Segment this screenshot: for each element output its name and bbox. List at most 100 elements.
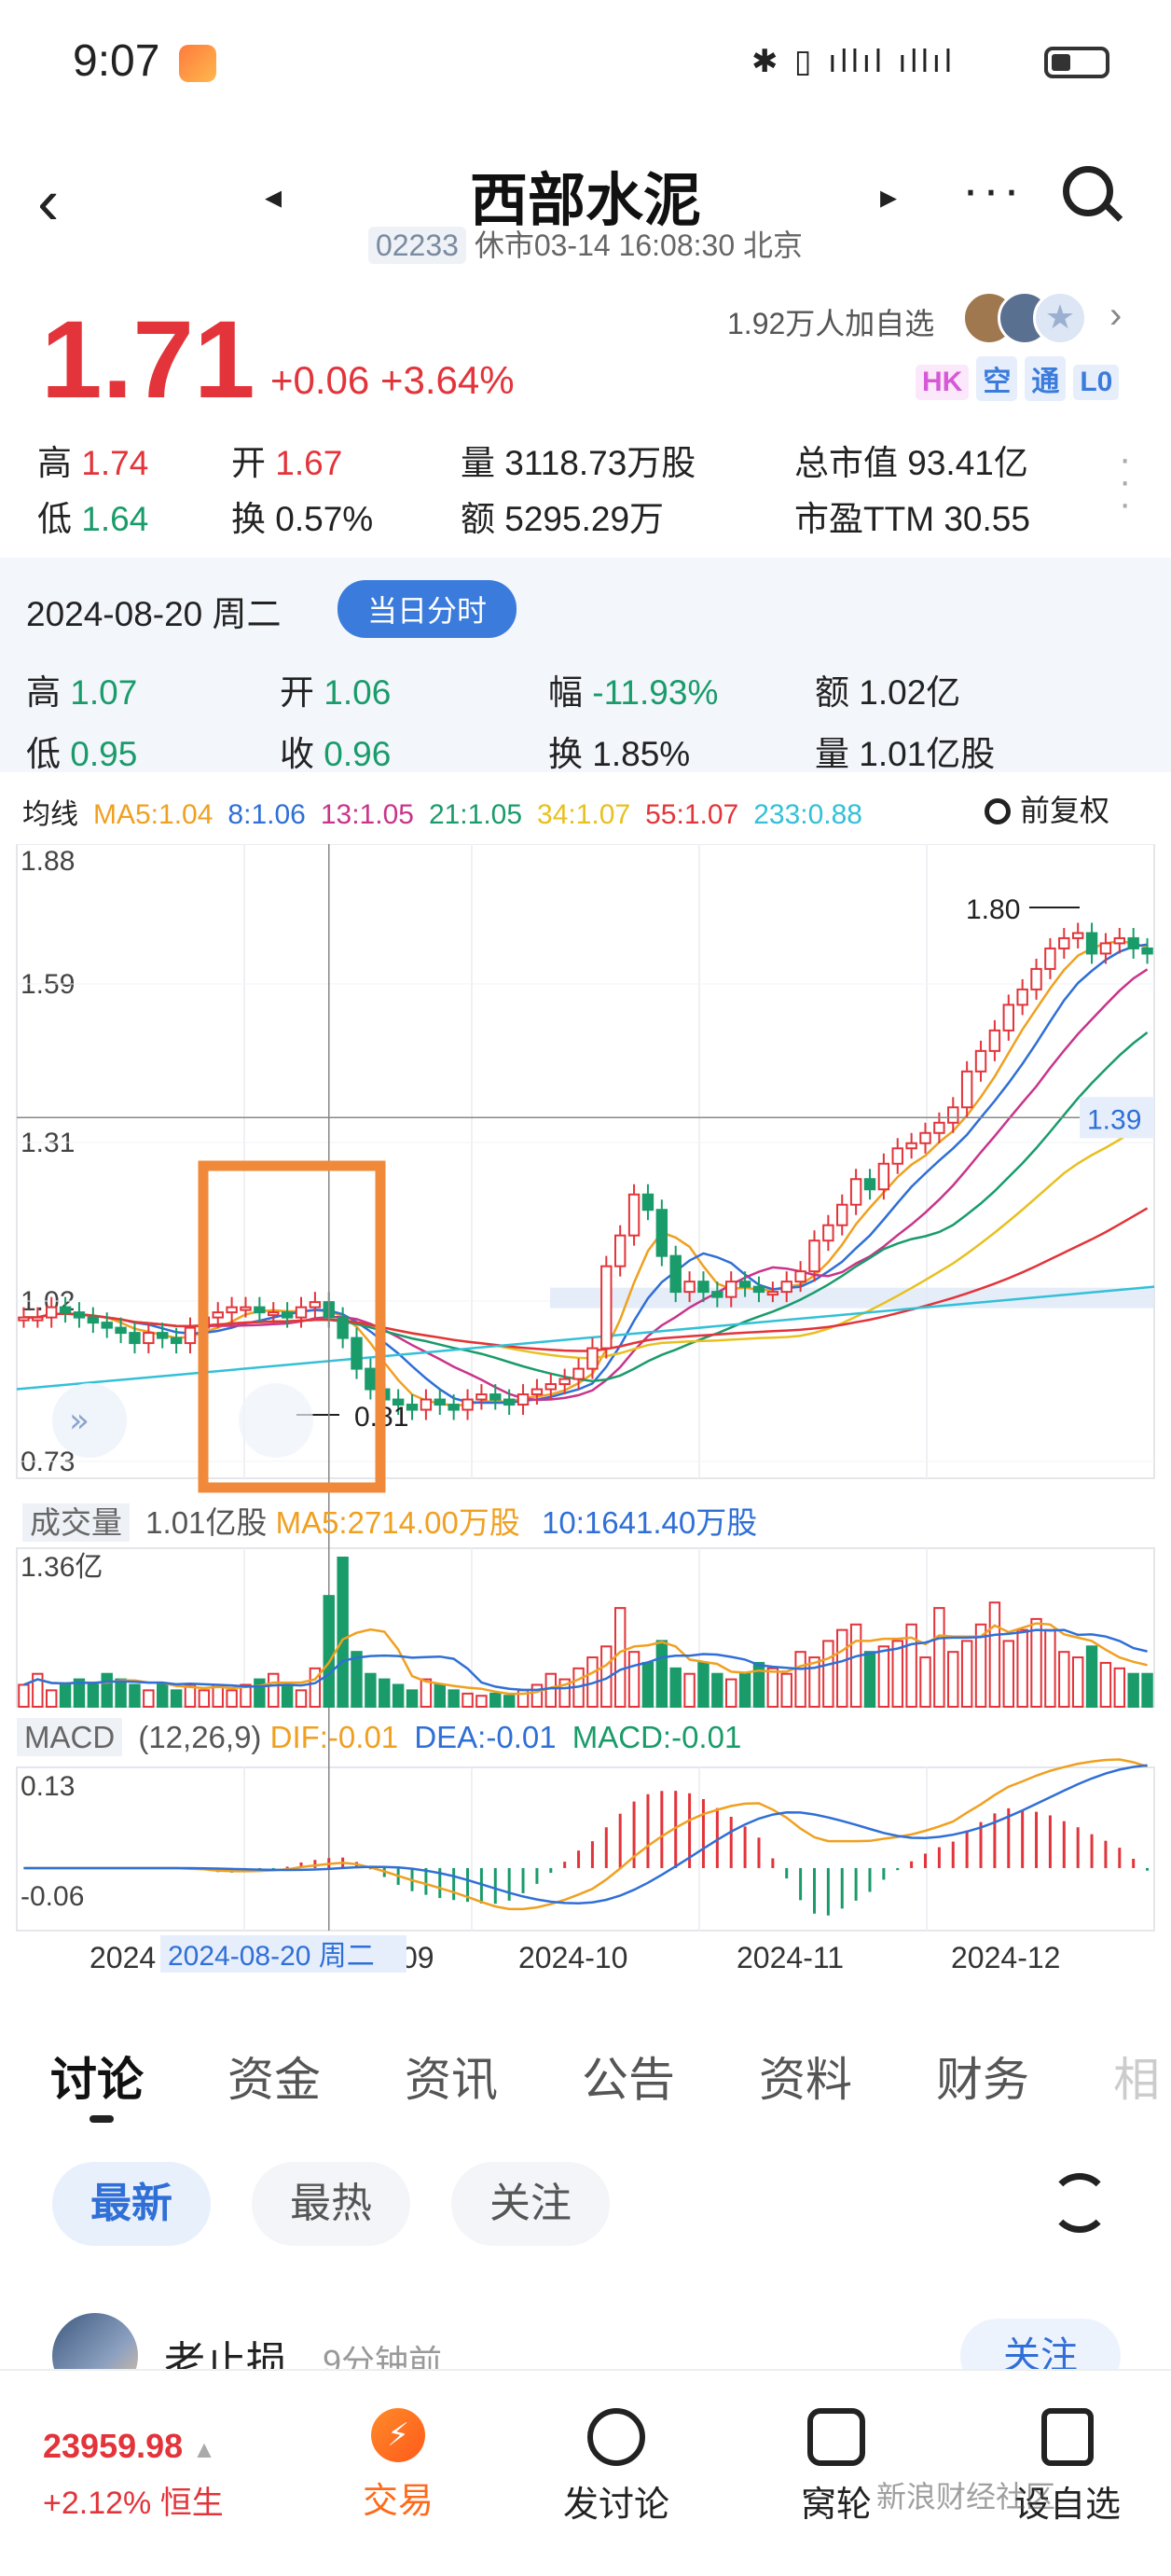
- x-tick-label: 2024-12: [951, 1941, 1060, 1973]
- volume-bar: [420, 1678, 433, 1709]
- refresh-icon[interactable]: [1050, 2173, 1109, 2233]
- search-icon[interactable]: [1063, 166, 1113, 216]
- tab-financials[interactable]: 财务: [936, 2054, 1029, 2106]
- trade-button[interactable]: ⚡ 交易: [347, 2408, 449, 2523]
- candle: [738, 1281, 751, 1288]
- panel-border: [16, 844, 1155, 1479]
- stock-title: 西部水泥: [469, 169, 701, 233]
- tab-indicator: [90, 2115, 114, 2123]
- candle: [309, 1301, 322, 1309]
- content-tabs: 讨论 资金 资讯 公告 资料 财务 相: [0, 2033, 1171, 2126]
- add-watchlist-button[interactable]: 设自选: [1007, 2408, 1128, 2527]
- volume-bar: [780, 1672, 792, 1708]
- volume-bar: [503, 1695, 516, 1708]
- tab-discussion[interactable]: 讨论: [50, 2054, 144, 2106]
- watermark: 新浪财经社区: [876, 2480, 1056, 2514]
- volume-bar: [558, 1678, 571, 1709]
- volume-bar: [295, 1689, 308, 1709]
- kebab-icon[interactable]: · · ·: [1119, 438, 1132, 524]
- volume-bar: [32, 1672, 44, 1708]
- volume-bar: [891, 1640, 903, 1708]
- prev-stock-icon[interactable]: ◂: [265, 177, 282, 215]
- ma-item: MA5:1.04: [93, 799, 214, 830]
- volume-bar: [544, 1672, 558, 1708]
- index-value[interactable]: 23959.98 ▲: [43, 2427, 216, 2465]
- volume-bar: [475, 1695, 488, 1708]
- quote-volume: 量 3118.73万股: [461, 444, 696, 482]
- quote-turnover: 换 0.57%: [231, 500, 374, 538]
- filter-latest[interactable]: 最新: [52, 2162, 211, 2246]
- next-stock-icon[interactable]: ▸: [880, 177, 898, 215]
- volume-max-label: 1.36亿: [21, 1552, 103, 1583]
- index-change[interactable]: +2.12% 恒生: [43, 2486, 224, 2521]
- volume-bar: [988, 1601, 1001, 1708]
- x-tick-label: 2024-10: [518, 1941, 627, 1973]
- volume-bar: [1058, 1651, 1070, 1708]
- volume-bar: [129, 1683, 141, 1708]
- max-price-label: 1.80: [966, 894, 1020, 925]
- follower-avatars[interactable]: ★: [962, 291, 1093, 345]
- volume-bar: [933, 1607, 945, 1709]
- tab-profile[interactable]: 资料: [759, 2054, 852, 2106]
- followers-count[interactable]: 1.92万人加自选: [727, 307, 935, 340]
- more-icon[interactable]: ···: [962, 161, 1024, 217]
- ma-item: 21:1.05: [428, 799, 523, 830]
- volume-bar: [406, 1689, 419, 1709]
- volume-bar: [379, 1678, 391, 1709]
- candle: [1002, 1004, 1014, 1032]
- chevron-right-icon[interactable]: ›: [1109, 295, 1123, 336]
- quote-market-cap: 总市值 93.41亿: [794, 444, 1028, 482]
- target-icon: [807, 2408, 865, 2466]
- volume-ma5: MA5:2714.00万股: [275, 1505, 520, 1540]
- x-tick-label: 2024-11: [737, 1941, 844, 1973]
- tab-funds[interactable]: 资金: [227, 2054, 321, 2106]
- candle: [170, 1336, 183, 1345]
- candle: [780, 1281, 792, 1294]
- volume-summary: 1.01亿股: [145, 1505, 268, 1540]
- volume-bar: [738, 1672, 751, 1708]
- candle: [849, 1178, 862, 1206]
- candle: [240, 1306, 252, 1311]
- quote-pe: 市盈TTM 30.55: [794, 500, 1030, 538]
- candle: [503, 1398, 516, 1406]
- volume-bar: [351, 1651, 363, 1708]
- filter-hot[interactable]: 最热: [252, 2162, 410, 2246]
- candle: [836, 1203, 848, 1226]
- candle: [808, 1240, 820, 1273]
- dif-line: [23, 1758, 1148, 1911]
- macd-params: (12,26,9): [138, 1720, 262, 1754]
- watchlist-icon: [1041, 2408, 1094, 2466]
- post-discussion-button[interactable]: 发讨论: [556, 2408, 677, 2527]
- selected-date: 2024-08-20 周二: [26, 595, 282, 633]
- status-bar: 9:07 ✱ ▯ ıllıl ıllıl: [0, 0, 1171, 131]
- settings-icon: [985, 798, 1011, 824]
- day-stats-panel: [0, 558, 1171, 772]
- volume-bar: [697, 1661, 709, 1708]
- candle: [268, 1311, 280, 1317]
- filter-following[interactable]: 关注: [451, 2162, 610, 2246]
- candle: [226, 1306, 238, 1314]
- candle: [725, 1281, 737, 1298]
- volume-bar: [1099, 1661, 1112, 1708]
- macd-dea: DEA:-0.01: [414, 1720, 557, 1754]
- volume-bar: [905, 1623, 917, 1708]
- volume-bar: [309, 1667, 322, 1709]
- volume-bar: [489, 1692, 502, 1708]
- candlestick-chart[interactable]: 1.881.591.311.020.731.800.811.39»1.36亿0.…: [0, 844, 1171, 1973]
- tag-level: L0: [1073, 365, 1120, 400]
- candle: [627, 1193, 641, 1237]
- back-icon[interactable]: ‹: [37, 165, 60, 238]
- candle: [586, 1347, 599, 1370]
- intraday-button[interactable]: 当日分时: [338, 580, 517, 638]
- tab-news[interactable]: 资讯: [405, 2054, 498, 2106]
- warrant-button[interactable]: 窝轮: [785, 2408, 888, 2527]
- adjust-toggle[interactable]: 前复权: [985, 787, 1109, 830]
- tab-related[interactable]: 相: [1113, 2054, 1160, 2106]
- volume-bar: [448, 1689, 460, 1709]
- volume-bar: [1141, 1672, 1153, 1708]
- tag-hk: HK: [916, 365, 970, 400]
- candle: [947, 1106, 959, 1124]
- tab-announcements[interactable]: 公告: [582, 2054, 675, 2106]
- day-low: 低 0.95: [26, 735, 138, 773]
- candle: [1127, 936, 1139, 949]
